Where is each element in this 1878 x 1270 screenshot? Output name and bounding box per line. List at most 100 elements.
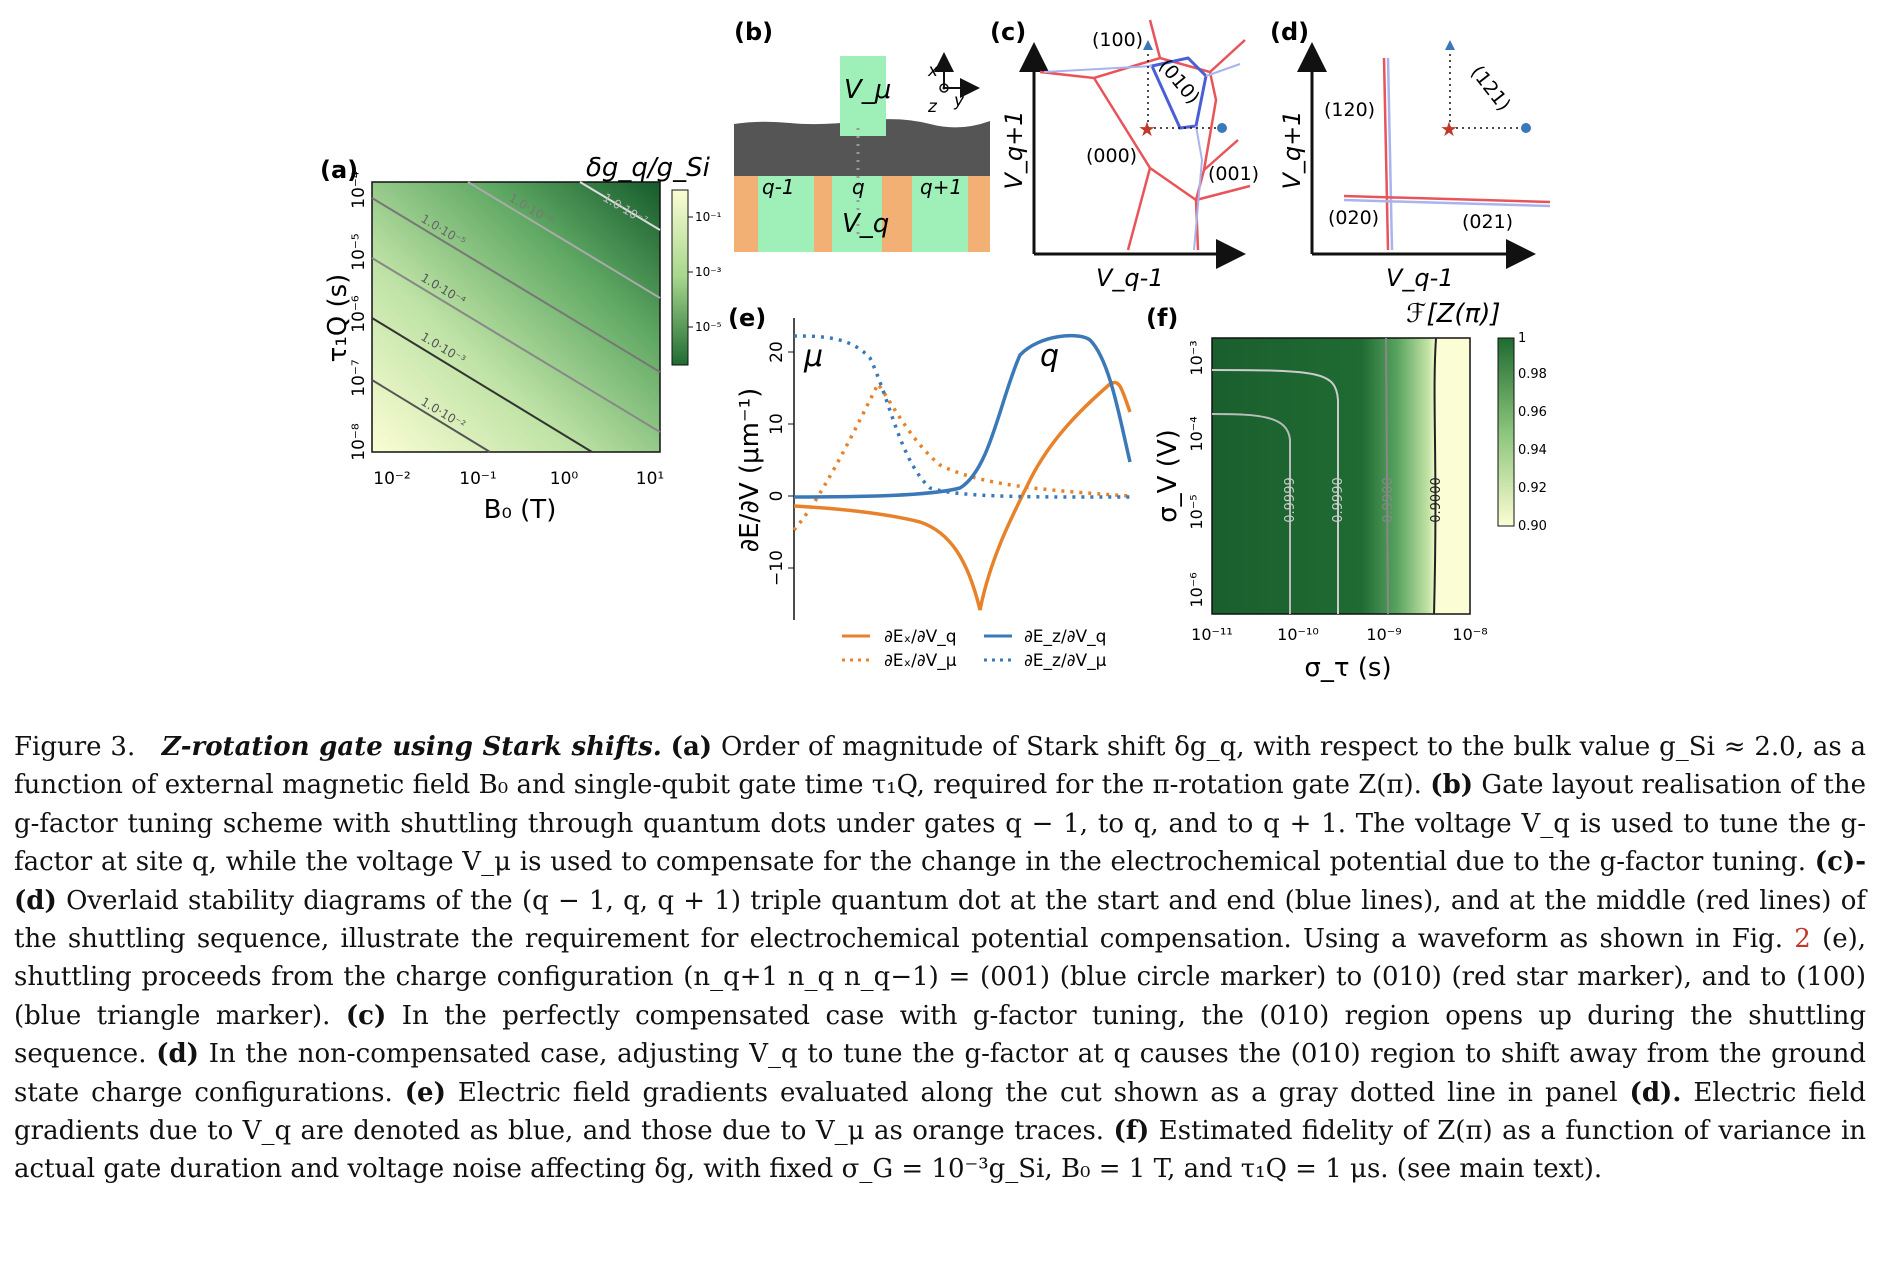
region-121: (121) <box>1466 62 1515 116</box>
contour-line-1e-6 <box>467 181 661 299</box>
label-0.9990: 0.9990 <box>1331 477 1346 523</box>
contour-line-1e-4 <box>371 257 661 433</box>
e-curves <box>792 333 1132 611</box>
panel-d-xlabel: V_q-1 <box>1386 264 1454 292</box>
a-ytick-2: 10⁻⁷ <box>349 359 369 397</box>
f-cbar-tick-5: 0.92 <box>1518 481 1547 496</box>
contour-line-1e-7 <box>579 181 661 231</box>
f-xtick-4: 10⁻⁸ <box>1452 625 1487 644</box>
f-cbar-tick-3: 0.96 <box>1518 405 1547 420</box>
panel-f: (f) 0.9999 0.9990 0.9900 0.9000 ℱ[Z(π)] … <box>1146 299 1547 683</box>
panel-f-xlabel: σ_τ (s) <box>1304 653 1391 683</box>
region-000: (000) <box>1086 145 1137 167</box>
caption-text-e-1: Electric field gradients evaluated along… <box>457 1077 1618 1108</box>
a-xtick-2: 10⁻¹ <box>459 469 496 489</box>
caption-fig-ref[interactable]: 2 <box>1794 924 1811 955</box>
panel-f-ylabel: σ_V (V) <box>1153 429 1183 523</box>
caption-label-c: (c) <box>345 1000 387 1031</box>
a-ytick-3: 10⁻⁶ <box>349 295 369 333</box>
region-120: (120) <box>1324 99 1375 121</box>
cbar-tick-3: 10⁻⁵ <box>695 320 722 334</box>
a-xtick-1: 10⁻² <box>373 469 410 489</box>
f-xtick-3: 10⁻⁹ <box>1366 625 1401 644</box>
e-ytick-4: 20 <box>767 341 787 363</box>
a-ytick-5: 10⁻⁴ <box>349 171 369 209</box>
blue-triangle-marker-c <box>1143 40 1153 50</box>
caption-label-b: (b) <box>1430 770 1474 801</box>
panel-f-cbar-title: ℱ[Z(π)] <box>1406 299 1500 329</box>
e-ytick-1: −10 <box>767 550 787 586</box>
panel-a-yticks: 10⁻⁸ 10⁻⁷ 10⁻⁶ 10⁻⁵ 10⁻⁴ <box>349 171 369 461</box>
f-ytick-1: 10⁻⁶ <box>1187 572 1206 607</box>
region-020: (020) <box>1328 207 1379 229</box>
panel-a-heatmap <box>371 181 661 453</box>
panel-a-cbar-ticks: 10⁻¹ 10⁻³ 10⁻⁵ <box>688 210 722 334</box>
caption-fig-label: Figure 3. <box>14 732 136 762</box>
panel-d-letter: (d) <box>1270 18 1309 46</box>
caption-label-e: (e) <box>404 1077 446 1108</box>
panel-b: (b) V_μ V_q q-1 q q+1 x y z <box>734 18 990 252</box>
caption-label-cd: (c)-(d) <box>14 847 1866 916</box>
caption-text-e-2: Electric field gradients due to V_q are … <box>14 1077 1867 1147</box>
gate-q+1 <box>912 174 968 252</box>
region-021: (021) <box>1462 211 1513 233</box>
panel-c-letter: (c) <box>990 18 1026 46</box>
panel-f-contour-labels: 0.9999 0.9990 0.9900 0.9000 <box>1283 477 1444 523</box>
coordinate-axes-icon: x y z <box>927 52 980 117</box>
contour-0.9000 <box>1433 337 1437 615</box>
label-0.9900: 0.9900 <box>1381 477 1396 523</box>
curve-dEz-dVmu <box>793 334 1131 499</box>
panel-a-letter: (a) <box>320 156 358 184</box>
f-xtick-1: 10⁻¹¹ <box>1191 625 1233 644</box>
panel-e: (e) −10 0 10 20 ∂E/∂V (μm⁻¹) μ q ∂Eₓ/∂V_… <box>728 304 1132 671</box>
cbar-tick-2: 10⁻³ <box>695 265 722 279</box>
a-ytick-1: 10⁻⁸ <box>349 423 369 461</box>
f-ytick-3: 10⁻⁴ <box>1187 416 1206 451</box>
figure-caption: Figure 3. Z-rotation gate using Stark sh… <box>14 728 1866 1189</box>
panel-e-yticks: −10 0 10 20 <box>767 341 794 586</box>
d-lines <box>1343 57 1551 251</box>
label-q+1: q+1 <box>920 175 962 199</box>
caption-panel-ref: (d). <box>1629 1077 1682 1108</box>
f-cbar-tick-4: 0.94 <box>1518 443 1547 458</box>
contour-0.9990 <box>1211 369 1339 614</box>
annotation-q: q <box>1040 339 1059 374</box>
axis-y-label: y <box>953 91 965 111</box>
label-0.9000: 0.9000 <box>1429 477 1444 523</box>
panel-a-contours <box>371 181 661 453</box>
caption-label-d: (d) <box>156 1039 199 1070</box>
f-cbar-tick-1: 1 <box>1518 331 1526 346</box>
panel-c: (c) ★ (100) (010) (000) (001) <box>990 18 1259 292</box>
legend-dEx-dVmu: ∂Eₓ/∂V_μ <box>884 651 957 671</box>
contour-line-1e-2 <box>371 379 491 453</box>
panel-e-ylabel: ∂E/∂V (μm⁻¹) <box>735 388 765 552</box>
panel-f-colorbar <box>1497 337 1515 527</box>
gate-q <box>832 174 882 252</box>
contour-line-1e-5 <box>371 197 661 373</box>
e-ytick-2: 0 <box>767 491 787 502</box>
panel-d: (d) ★ (120) (121) (020) (021) V_q-1 V_q+… <box>1270 18 1551 292</box>
panel-f-heatmap <box>1211 337 1471 615</box>
caption-text-cd-2: (e), shuttling proceeds from the charge … <box>14 924 1867 1031</box>
legend-dEx-dVq: ∂Eₓ/∂V_q <box>884 627 957 647</box>
panel-c-ylabel: V_q+1 <box>1000 110 1028 189</box>
red-star-marker-c: ★ <box>1138 117 1156 141</box>
a-xtick-3: 10⁰ <box>550 469 579 489</box>
caption-text-f: Estimated fidelity of Z(π) as a function… <box>14 1116 1867 1185</box>
panel-f-contours <box>1211 337 1437 615</box>
panel-a-xticks: 10⁻² 10⁻¹ 10⁰ 10¹ <box>373 469 664 489</box>
panel-a-xlabel: B₀ (T) <box>484 495 557 525</box>
blue-triangle-marker-d <box>1445 40 1455 50</box>
caption-title: Z-rotation gate using Stark shifts. <box>161 732 662 762</box>
panel-e-letter: (e) <box>728 304 766 332</box>
cbar-tick-1: 10⁻¹ <box>695 210 722 224</box>
e-ytick-3: 10 <box>767 413 787 435</box>
caption-text-b: Gate layout realisation of the g-factor … <box>14 770 1867 878</box>
contour-line-1e-3 <box>371 317 593 453</box>
caption-text-d: In the non-compensated case, adjusting V… <box>14 1039 1867 1108</box>
label-0.9999: 0.9999 <box>1283 477 1298 523</box>
axis-z-label: z <box>927 97 938 117</box>
oxide-dark-layer <box>734 119 990 176</box>
panel-f-yticks: 10⁻⁶ 10⁻⁵ 10⁻⁴ 10⁻³ <box>1187 340 1206 607</box>
axis-x-label: x <box>927 61 939 81</box>
